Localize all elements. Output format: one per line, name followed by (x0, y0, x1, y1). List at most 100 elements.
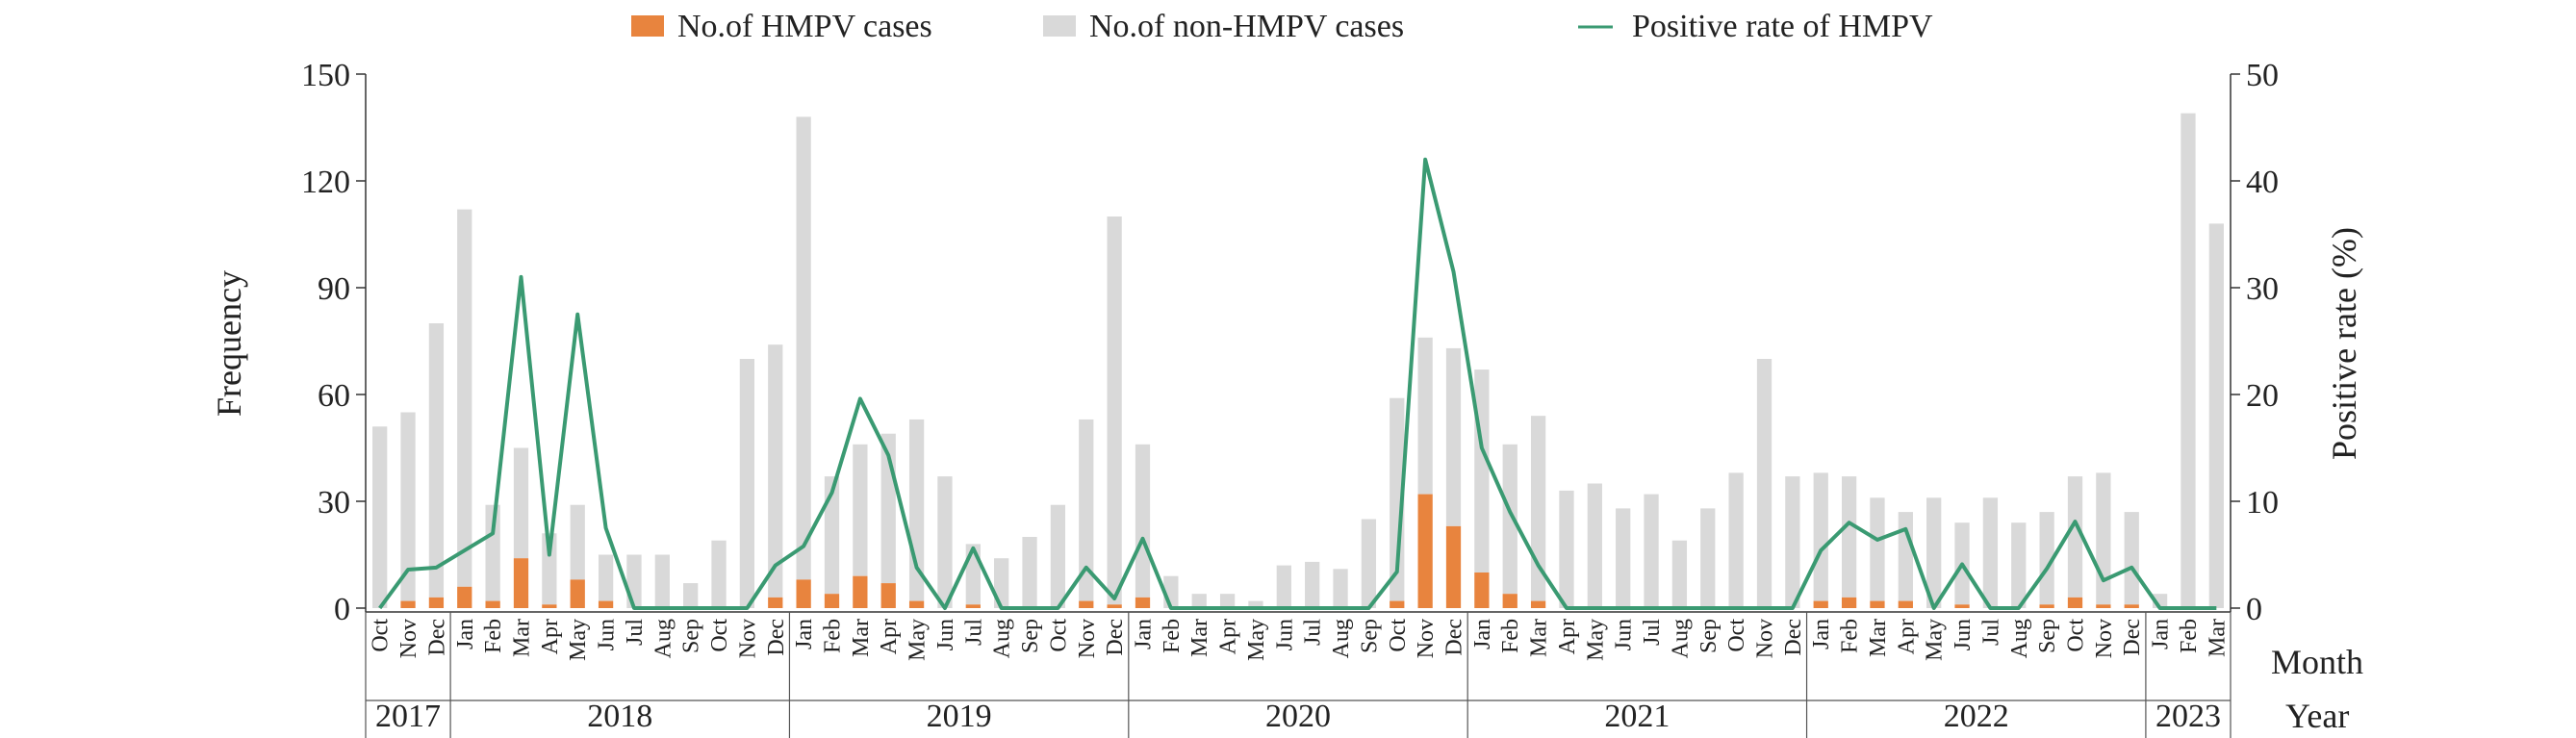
x-tick-label: Feb (1160, 619, 1185, 653)
bar-hmpv (457, 586, 472, 608)
year-label: 2019 (927, 699, 992, 734)
x-tick-label: Jun (933, 619, 958, 650)
bar-hmpv (853, 575, 868, 608)
year-label: 2023 (2155, 699, 2221, 734)
bar-non-hmpv (2067, 476, 2083, 598)
x-tick-label: Nov (1414, 619, 1439, 658)
bar-non-hmpv (1813, 472, 1828, 601)
bar-non-hmpv (1333, 569, 1348, 608)
year-label: 2022 (1944, 699, 2009, 734)
y-tick-label: 30 (318, 485, 350, 521)
bar-non-hmpv (1671, 540, 1688, 608)
bar-non-hmpv (853, 444, 868, 576)
x-tick-label: Oct (707, 619, 732, 652)
x-tick-label: Jan (1470, 619, 1495, 649)
x-tick-label: Nov (1753, 619, 1778, 658)
bar-non-hmpv (796, 116, 811, 580)
bar-hmpv (598, 600, 614, 608)
y-tick-label: 90 (318, 271, 350, 307)
x-tick-label: Oct (369, 619, 394, 652)
legend-swatch-non-hmpv (1043, 15, 1076, 37)
bar-hmpv (1417, 494, 1433, 608)
bar-non-hmpv (1982, 497, 1999, 608)
bar-hmpv (1502, 594, 1518, 608)
x-tick-label: Jan (2149, 619, 2174, 649)
x-tick-label: May (1244, 619, 1269, 661)
bar-non-hmpv (2096, 472, 2111, 605)
bar-hmpv (1530, 600, 1546, 608)
y2-tick-label: 0 (2246, 592, 2262, 627)
x-tick-label: Jan (1132, 619, 1157, 649)
bar-hmpv (1870, 600, 1885, 608)
x-tick-label: May (905, 619, 931, 661)
bar-hmpv (2096, 604, 2111, 608)
bar-non-hmpv (570, 504, 585, 580)
bar-non-hmpv (824, 476, 840, 595)
x-tick-label: Apr (877, 619, 902, 654)
bar-non-hmpv (1417, 337, 1433, 495)
x-tick-label: Oct (1386, 619, 1411, 652)
bar-hmpv (1107, 604, 1122, 608)
y2-tick-label: 10 (2246, 485, 2279, 521)
bar-non-hmpv (1728, 472, 1744, 608)
x-tick-label: May (566, 619, 591, 661)
bar-hmpv (1813, 600, 1828, 608)
bar-non-hmpv (1219, 594, 1236, 608)
bar-hmpv (485, 600, 500, 608)
x-tick-label: Apr (1555, 619, 1580, 654)
bar-hmpv (1898, 600, 1913, 608)
x-tick-label: Jan (1809, 619, 1834, 649)
x-tick-label: Oct (1046, 619, 1071, 652)
bar-hmpv (965, 604, 981, 608)
bar-hmpv (1841, 597, 1857, 608)
bar-non-hmpv (2011, 522, 2027, 608)
bar-hmpv (400, 600, 416, 608)
bar-non-hmpv (965, 544, 981, 605)
bar-non-hmpv (711, 540, 727, 608)
bar-hmpv (2067, 597, 2083, 608)
x-axis-title-year: Year (2285, 697, 2349, 735)
x-tick-label: Feb (1838, 619, 1863, 653)
x-tick-label: Jul (961, 619, 986, 646)
bar-hmpv (513, 558, 529, 608)
x-tick-label: Dec (1442, 619, 1467, 656)
positive-rate-line (378, 157, 2217, 610)
bar-non-hmpv (1559, 490, 1574, 608)
left-ticks: 0 30 60 90 120 150 (301, 58, 366, 627)
bar-non-hmpv (654, 554, 670, 608)
x-tick-label: Mar (2205, 619, 2230, 657)
bar-non-hmpv (542, 533, 557, 605)
x-tick-label: Jun (1272, 619, 1297, 650)
bar-non-hmpv (626, 554, 642, 608)
bar-hmpv (1445, 525, 1462, 608)
bar-non-hmpv (768, 344, 783, 598)
x-tick-label: Jun (1612, 619, 1637, 650)
x-tick-label: Nov (735, 619, 760, 658)
x-tick-label: Dec (1103, 619, 1128, 656)
x-tick-label: Mar (1527, 619, 1552, 657)
rate-line-group (378, 157, 2217, 610)
y2-tick-label: 50 (2246, 58, 2279, 93)
legend-label-positive-rate: Positive rate of HMPV (1632, 9, 1933, 44)
x-tick-label: Aug (1668, 619, 1693, 658)
bar-non-hmpv (2181, 113, 2196, 608)
y-tick-label: 150 (301, 58, 350, 93)
year-labels: 2017 2018 2019 2020 2021 2022 2023 (365, 612, 2232, 738)
x-tick-label: Jul (1301, 619, 1326, 646)
bar-non-hmpv (428, 323, 445, 598)
bar-hmpv (1135, 597, 1151, 608)
legend-label-hmpv: No.of HMPV cases (677, 9, 932, 44)
bar-non-hmpv (457, 209, 472, 587)
legend-swatch-hmpv (631, 15, 664, 37)
bar-non-hmpv (1135, 444, 1151, 598)
bar-non-hmpv (1616, 508, 1631, 608)
bar-non-hmpv (1700, 508, 1716, 608)
x-tick-label: Mar (1866, 619, 1891, 657)
x-tick-label: Sep (1696, 619, 1722, 653)
year-label: 2017 (375, 699, 441, 734)
bar-hmpv (1954, 604, 1970, 608)
bar-non-hmpv (1390, 397, 1405, 601)
x-tick-label: May (1583, 619, 1608, 661)
x-tick-label: Nov (396, 619, 421, 658)
x-tick-label: Dec (764, 619, 789, 656)
